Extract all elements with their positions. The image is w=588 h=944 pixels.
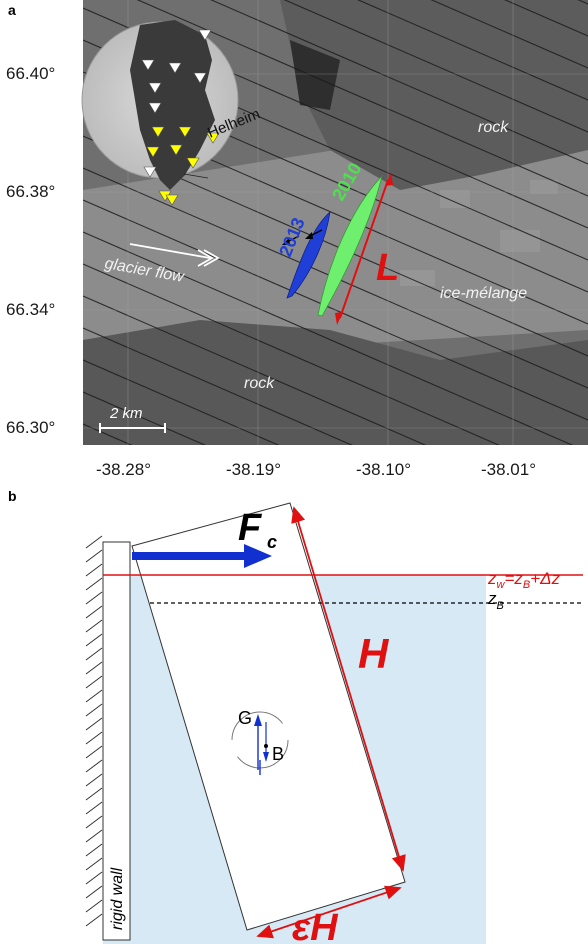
rock-upper-label: rock <box>478 119 509 136</box>
b-label: B <box>272 744 284 764</box>
calving-2013-shape <box>286 211 331 299</box>
lat-label-3: 66.34° <box>6 300 56 319</box>
zw-eq: =z <box>504 569 523 588</box>
station-triangle <box>178 126 192 138</box>
lat-label-1: 66.40° <box>6 64 56 83</box>
zw-subscript: w <box>497 579 506 591</box>
panel-a-letter: a <box>8 2 16 18</box>
height-arrow <box>291 506 406 872</box>
lon-label-2: -38.19° <box>226 460 282 479</box>
station-triangle <box>148 82 162 94</box>
station-triangle <box>148 102 162 114</box>
station-triangle <box>206 132 220 144</box>
lon-label-4: -38.01° <box>481 460 537 479</box>
dark-patch <box>290 40 340 110</box>
wall-hatching <box>85 535 103 927</box>
station-triangle <box>143 166 157 178</box>
zb-subscript: B <box>497 600 504 612</box>
lat-label-4: 66.30° <box>6 418 56 437</box>
lon-label-1: -38.28° <box>96 460 152 479</box>
station-triangle <box>168 62 182 74</box>
height-label: H <box>358 630 390 677</box>
rock-lower-label: rock <box>244 375 275 392</box>
station-triangle <box>151 126 165 138</box>
calving-2010-shape <box>317 174 383 317</box>
zw-tail: +Δz <box>530 569 560 588</box>
iceberg-block <box>131 502 406 931</box>
station-triangle <box>141 59 155 71</box>
wall-label: rigid wall <box>109 867 126 930</box>
width-arrow <box>256 885 402 939</box>
svg-text:zB: zB <box>487 589 504 612</box>
station-triangle <box>186 157 200 169</box>
rotation-circle <box>231 711 289 769</box>
lon-label-3: -38.10° <box>356 460 412 479</box>
rigid-wall <box>102 541 131 941</box>
svg-text:zw=zB+Δz: zw=zB+Δz <box>487 569 561 591</box>
station-triangle <box>169 144 183 156</box>
g-label: G <box>238 708 252 728</box>
station-triangle <box>146 146 160 158</box>
ice-melange-label: ice-mélange <box>440 285 527 302</box>
width-label: εH <box>292 907 339 944</box>
glacier-flow-arrow <box>129 243 211 259</box>
force-label: F <box>238 507 263 549</box>
scale-label: 2 km <box>109 405 143 422</box>
satellite-map: Helheim rock ice-mélange rock glacier fl… <box>81 0 588 445</box>
station-triangle <box>165 194 179 206</box>
length-arrow <box>339 179 389 319</box>
station-triangle <box>193 72 207 84</box>
panel-b-letter: b <box>8 488 17 504</box>
force-subscript: c <box>267 532 277 552</box>
zb-label: z <box>487 589 497 608</box>
station-triangle <box>198 29 212 41</box>
water-body <box>103 575 486 944</box>
zw-subscript-b: B <box>523 579 530 591</box>
greenland-inset <box>81 20 239 206</box>
upper-rock-area <box>280 0 588 190</box>
zw-label: z <box>487 569 497 588</box>
length-label: L <box>376 247 399 289</box>
lat-label-2: 66.38° <box>6 182 56 201</box>
